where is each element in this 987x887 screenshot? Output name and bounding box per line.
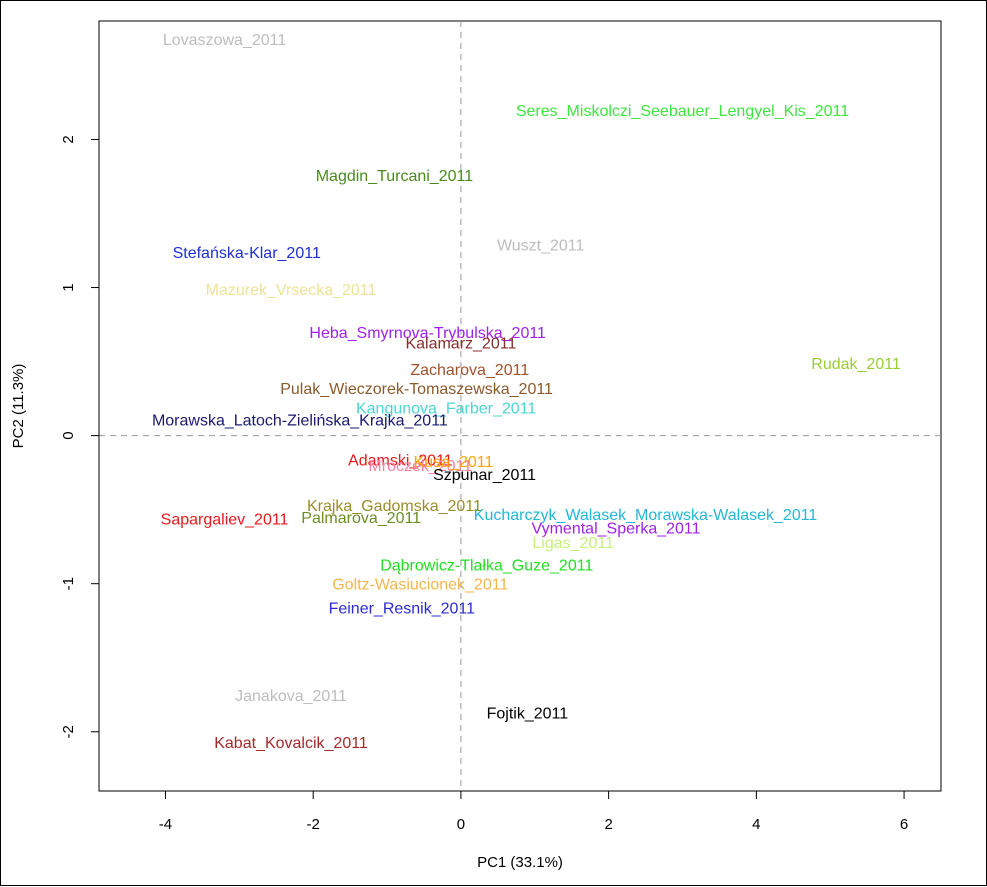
point-label: Kabat_Kovalcik_2011 bbox=[214, 735, 368, 752]
point-label: Goltz-Wasiucionek_2011 bbox=[332, 577, 508, 594]
y-axis: -2 -1 0 1 2 bbox=[60, 135, 100, 738]
point-label: Kucharczyk_Walasek_Morawska-Walasek_2011 bbox=[474, 507, 818, 524]
x-axis-label: PC1 (33.1%) bbox=[477, 854, 563, 871]
x-tick-label: -2 bbox=[307, 816, 320, 833]
point-label: Heba_Smyrnova-Trybulska_2011 bbox=[309, 325, 546, 342]
x-tick-label: 0 bbox=[457, 816, 465, 833]
point-label: Lovaszowa_2011 bbox=[163, 32, 286, 49]
x-tick-label: 6 bbox=[900, 816, 908, 833]
point-label: Mroczek_2011 bbox=[368, 458, 472, 475]
y-tick-label: 2 bbox=[60, 135, 77, 143]
point-label: Dąbrowicz-Tlałka_Guze_2011 bbox=[380, 557, 593, 574]
point-label: Stefańska-Klar_2011 bbox=[173, 245, 321, 262]
point-label: Janakova_2011 bbox=[235, 688, 347, 705]
point-label: Krajka_Gadomska_2011 bbox=[307, 498, 482, 515]
y-tick-label: 1 bbox=[60, 283, 77, 291]
x-tick-label: 4 bbox=[752, 816, 760, 833]
point-label: Fojtik_2011 bbox=[487, 706, 569, 723]
point-label: Adamski_2011 bbox=[348, 452, 453, 469]
point-label: Ligas_2011 bbox=[532, 535, 614, 552]
reference-lines bbox=[99, 21, 941, 791]
point-label: Mazurek_Vrsecka_2011 bbox=[206, 282, 377, 299]
data-labels: Lovaszowa_2011 Seres_Miskolczi_Seebauer_L… bbox=[152, 32, 901, 752]
x-axis: -4 -2 0 2 4 6 bbox=[159, 790, 908, 833]
point-label: Palmarova_2011 bbox=[301, 510, 421, 527]
x-tick-label: -4 bbox=[159, 816, 172, 833]
point-label: Wuszt_2011 bbox=[497, 238, 585, 255]
point-label: Seres_Miskolczi_Seebauer_Lengyel_Kis_201… bbox=[516, 103, 849, 120]
point-label: Magdin_Turcani_2011 bbox=[316, 168, 474, 185]
point-label: Rudak_2011 bbox=[811, 356, 901, 373]
point-label: Pulak_Wieczorek-Tomaszewska_2011 bbox=[280, 381, 553, 398]
point-label: Morawska_Latoch-Zielińska_Krajka_2011 bbox=[152, 412, 448, 429]
point-label: Vymental_Sperka_2011 bbox=[532, 520, 701, 537]
point-label: Sapargaliev_2011 bbox=[161, 512, 289, 529]
x-tick-label: 2 bbox=[604, 816, 612, 833]
y-tick-label: 0 bbox=[60, 431, 77, 439]
point-label: Kalamarz_2011 bbox=[405, 335, 516, 352]
y-axis-label: PC2 (11.3%) bbox=[10, 364, 27, 449]
point-label: Zacharova_2011 bbox=[410, 362, 529, 379]
point-label: Kangunova_Farber_2011 bbox=[356, 400, 536, 417]
point-label: Kusa_2011 bbox=[414, 454, 494, 471]
y-tick-label: -2 bbox=[60, 725, 77, 738]
point-label: Feiner_Resnik_2011 bbox=[329, 600, 476, 617]
point-label: Szpunar_2011 bbox=[433, 467, 536, 484]
y-tick-label: -1 bbox=[60, 577, 77, 590]
